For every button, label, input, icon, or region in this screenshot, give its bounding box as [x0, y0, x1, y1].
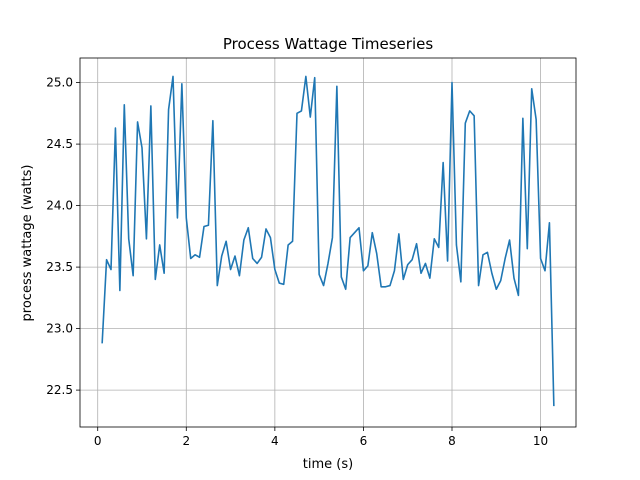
y-tick-label: 24.0: [46, 199, 73, 213]
chart-title: Process Wattage Timeseries: [223, 35, 434, 53]
y-tick-label: 23.5: [46, 260, 73, 274]
plot-frame: [79, 57, 577, 428]
y-tick-label: 22.5: [46, 383, 73, 397]
x-tick-label: 4: [271, 434, 279, 448]
x-tick-label: 0: [94, 434, 102, 448]
x-tick-label: 6: [360, 434, 368, 448]
y-tick-label: 25.0: [46, 76, 73, 90]
series-line: [101, 75, 555, 407]
x-axis: 0 2 4 6 8 10: [94, 427, 548, 448]
x-tick-label: 10: [533, 434, 548, 448]
y-axis: 22.5 23.0 23.5 24.0 24.5 25.0: [46, 76, 80, 397]
series-layer: [101, 75, 555, 407]
x-tick-label: 2: [182, 434, 190, 448]
x-tick-label: 8: [448, 434, 456, 448]
y-tick-label: 24.5: [46, 137, 73, 151]
x-axis-label: time (s): [303, 457, 353, 472]
y-tick-label: 23.0: [46, 322, 73, 336]
y-axis-label: process wattage (watts): [20, 165, 35, 322]
